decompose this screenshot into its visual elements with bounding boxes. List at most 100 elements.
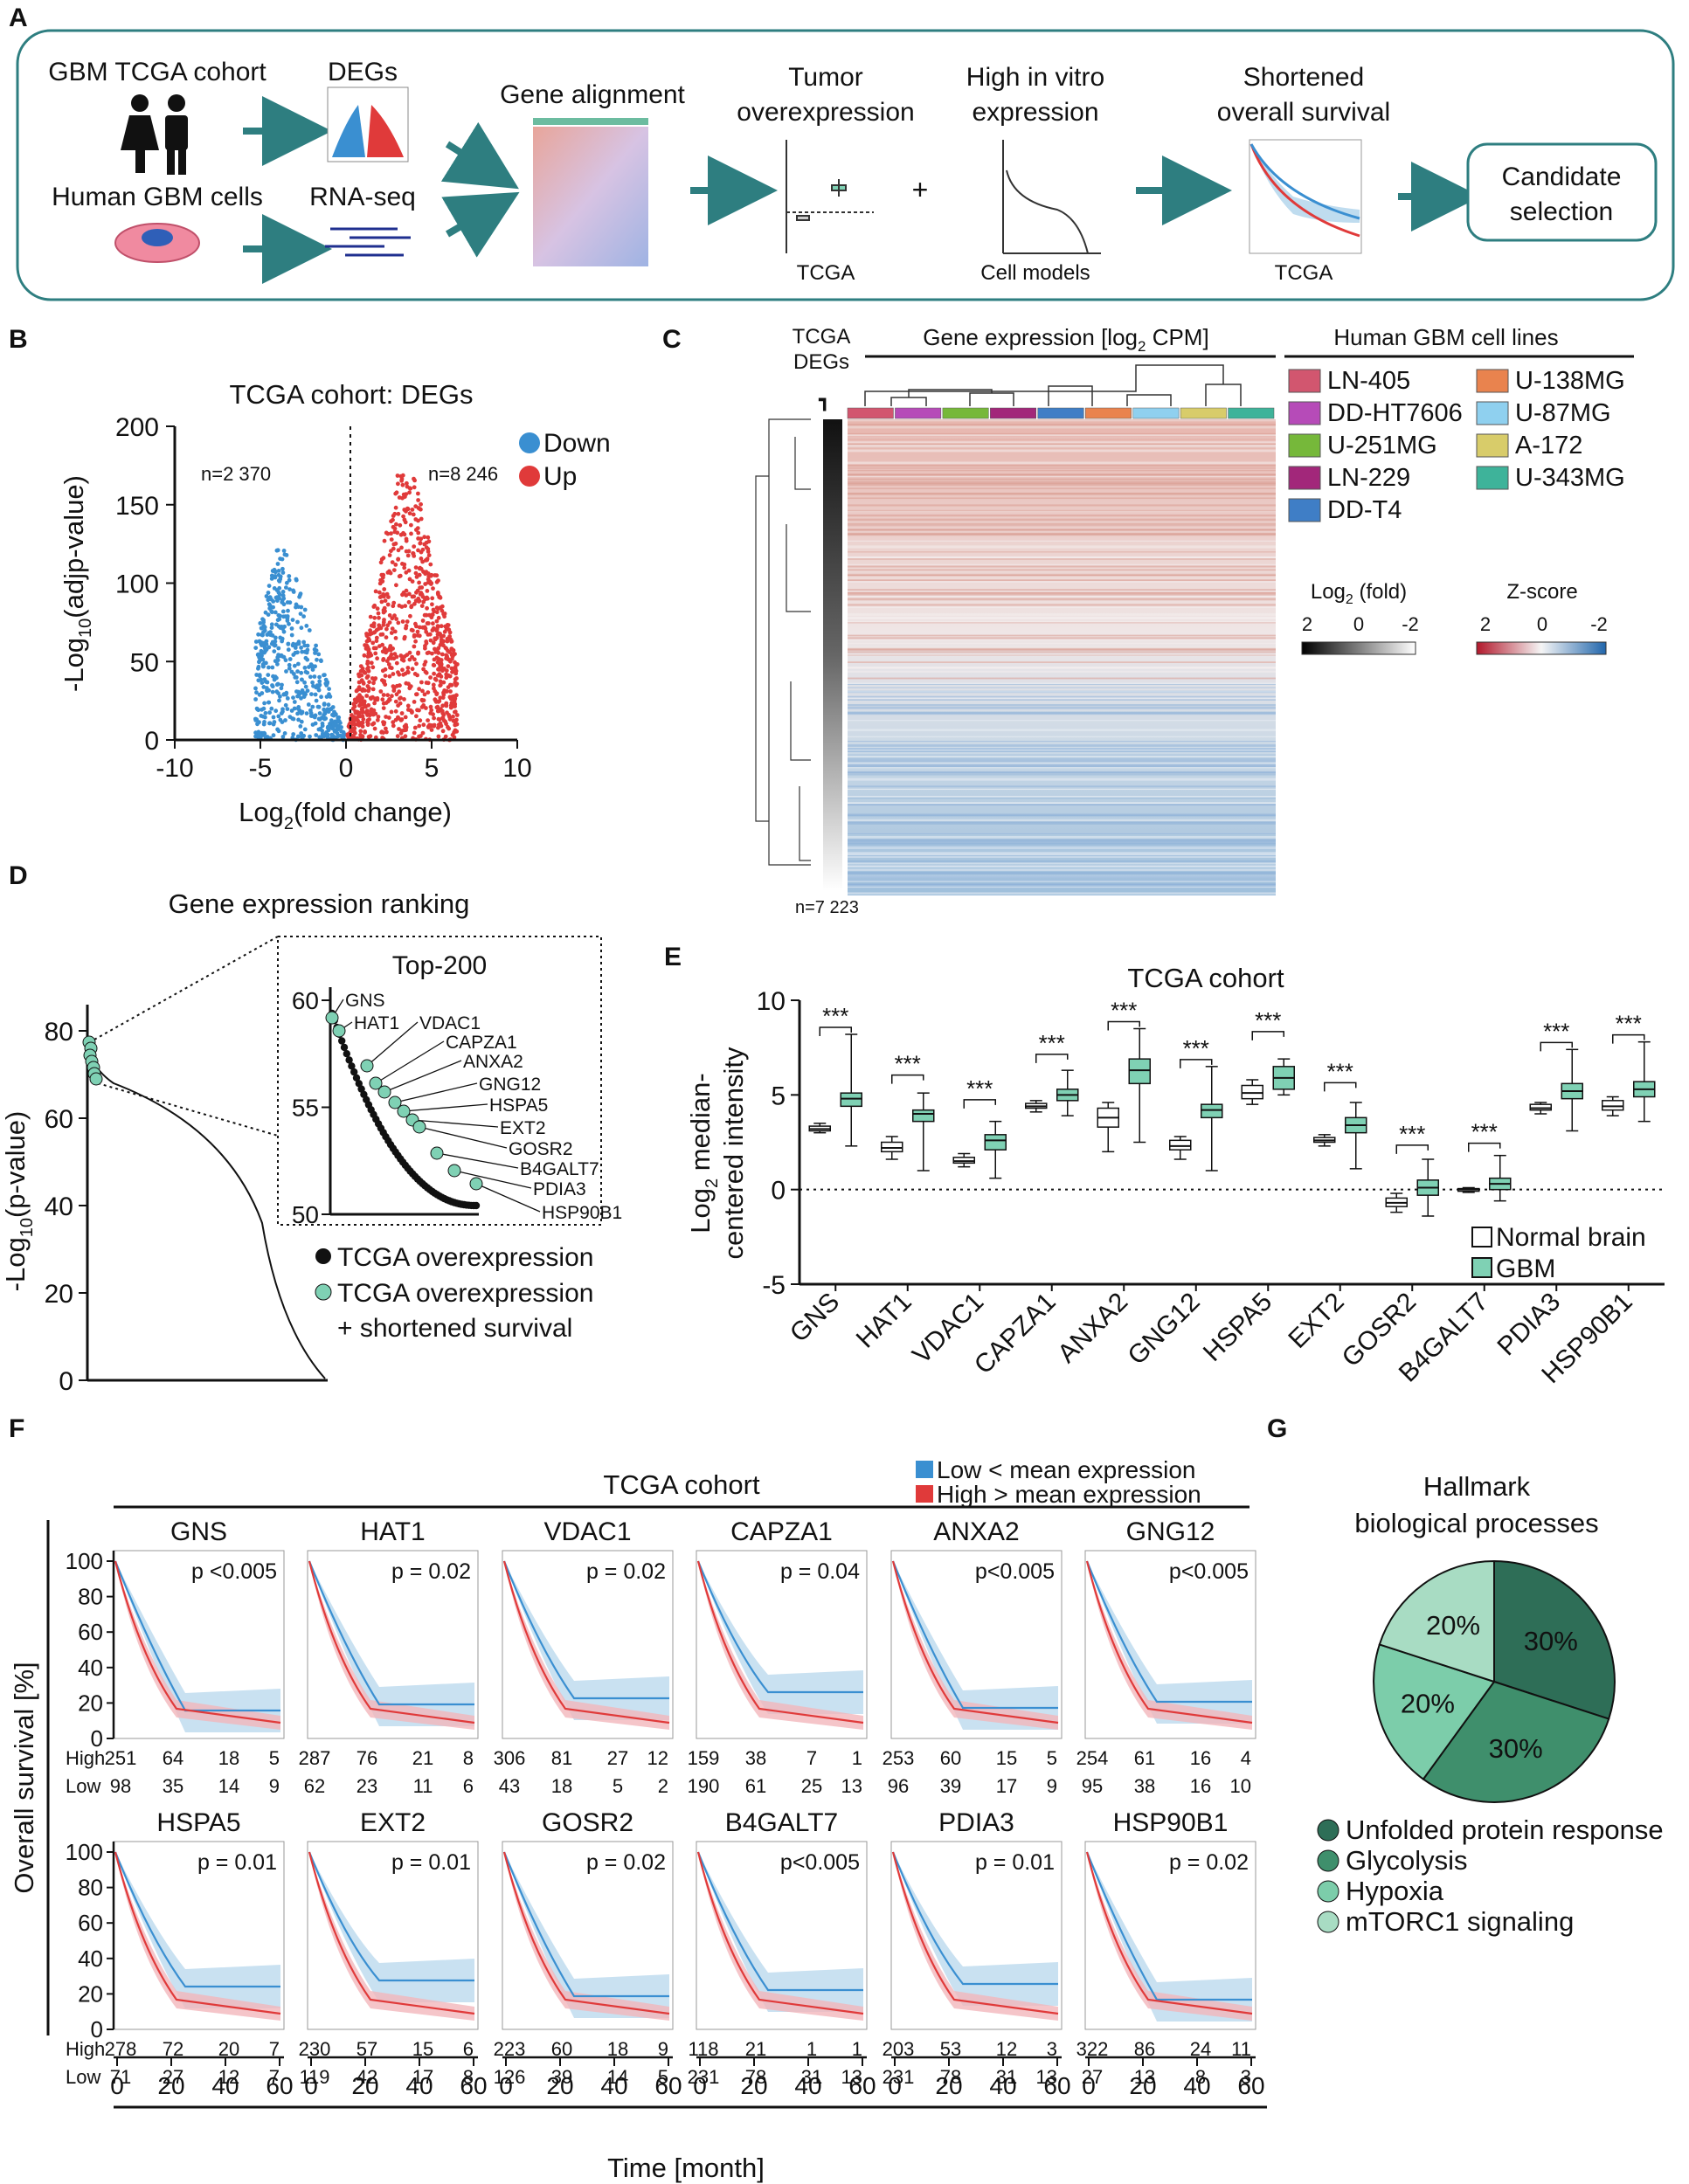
up-point: [427, 632, 433, 637]
down-point: [254, 690, 259, 695]
up-point: [371, 681, 376, 686]
up-point: [419, 501, 423, 507]
up-point: [393, 636, 398, 640]
tcga-degs-label-2: DEGs: [793, 350, 849, 374]
down-point: [280, 720, 285, 724]
up-point: [382, 680, 386, 685]
at-risk-high: 1: [852, 2038, 862, 2060]
significance-bracket: [1180, 1059, 1213, 1068]
y-tick-label: 10: [757, 987, 786, 1016]
up-point: [441, 713, 446, 717]
up-point: [392, 613, 397, 619]
down-point: [283, 614, 288, 619]
vitro-label-1: High in vitro: [966, 63, 1104, 92]
up-point: [390, 560, 395, 564]
pie-slice-label: 30%: [1524, 1626, 1578, 1656]
survival-subplot: GNG12 p<0.005 254 61 16 4 95 38 16 10: [1076, 1517, 1256, 1797]
down-point: [299, 695, 303, 701]
panel-label-f: F: [9, 1414, 24, 1443]
highlight-dot: [89, 1072, 103, 1086]
heatmap-row: [848, 434, 1276, 437]
gene-label: GNS: [345, 991, 385, 1011]
low-curve: [502, 1851, 669, 1998]
up-point: [434, 692, 440, 697]
down-point: [308, 708, 313, 713]
reads-icon: [325, 227, 411, 257]
box: [881, 1141, 903, 1153]
up-point: [436, 667, 440, 672]
up-point: [412, 485, 417, 490]
heatmap-row: [848, 480, 1276, 484]
up-point: [446, 623, 451, 627]
down-point: [269, 625, 274, 630]
down-point: [317, 735, 322, 740]
up-point: [419, 680, 424, 685]
up-point: [377, 595, 383, 599]
y-tick-label: 200: [115, 413, 159, 442]
pie-slice: [1493, 1559, 1616, 1720]
gene-dot: [377, 1085, 391, 1099]
up-point: [410, 579, 415, 584]
up-point: [439, 624, 444, 629]
down-point: [313, 721, 318, 726]
ranked-gene-dot: [352, 1074, 361, 1082]
heatmap-row: [848, 771, 1276, 774]
up-point: [416, 651, 420, 656]
up-point: [412, 725, 418, 730]
high-row-label: High: [66, 1747, 105, 1769]
up-point: [433, 676, 438, 681]
up-point: [371, 646, 377, 651]
alignment-label: Gene alignment: [500, 80, 685, 109]
down-point: [339, 729, 343, 734]
down-point: [269, 622, 274, 627]
down-point: [281, 596, 287, 601]
at-risk-low: 9: [269, 1775, 280, 1797]
up-point: [453, 683, 459, 688]
up-point: [389, 519, 393, 524]
down-point: [273, 643, 278, 647]
up-point: [406, 568, 412, 573]
up-point: [435, 704, 440, 709]
down-point: [260, 691, 265, 695]
heatmap-row: [848, 720, 1276, 722]
down-point: [309, 692, 314, 696]
up-point: [451, 714, 455, 719]
up-point: [426, 539, 432, 544]
up-point: [408, 708, 413, 713]
up-point: [435, 591, 440, 595]
up-point: [389, 531, 393, 536]
high-curve: [502, 1851, 670, 2015]
gene-leader-line: [403, 1103, 488, 1112]
at-risk-high: 21: [412, 1747, 433, 1769]
significance-bracket: [1468, 1142, 1501, 1152]
high-curve: [891, 1560, 1059, 1724]
degs-label: DEGs: [328, 58, 398, 86]
down-point: [331, 713, 336, 718]
up-point: [399, 545, 404, 550]
at-risk-low: 18: [551, 1775, 572, 1797]
down-point: [328, 695, 333, 699]
down-point: [285, 707, 290, 711]
up-point: [396, 620, 401, 625]
high-curve: [114, 1560, 281, 1724]
low-ci-band: [309, 1852, 474, 2002]
up-point: [399, 711, 405, 715]
up-point: [440, 652, 445, 657]
up-point: [369, 623, 374, 628]
up-point: [441, 692, 446, 697]
at-risk-low: 14: [218, 1775, 239, 1797]
low-ci-band: [309, 1561, 474, 1726]
up-point: [376, 611, 381, 616]
survival-title: TCGA cohort: [603, 1469, 760, 1500]
up-point: [417, 734, 421, 739]
up-point: [373, 735, 378, 740]
zscore-colorbar: [1476, 641, 1607, 655]
up-point: [446, 724, 450, 729]
down-point: [262, 677, 267, 682]
heatmap-row: [848, 497, 1276, 500]
y-tick-label: 80: [45, 1018, 73, 1047]
down-point: [297, 594, 301, 599]
heatmap-row: [848, 569, 1276, 571]
significance-stars: ***: [966, 1075, 993, 1102]
down-point: [261, 730, 267, 736]
